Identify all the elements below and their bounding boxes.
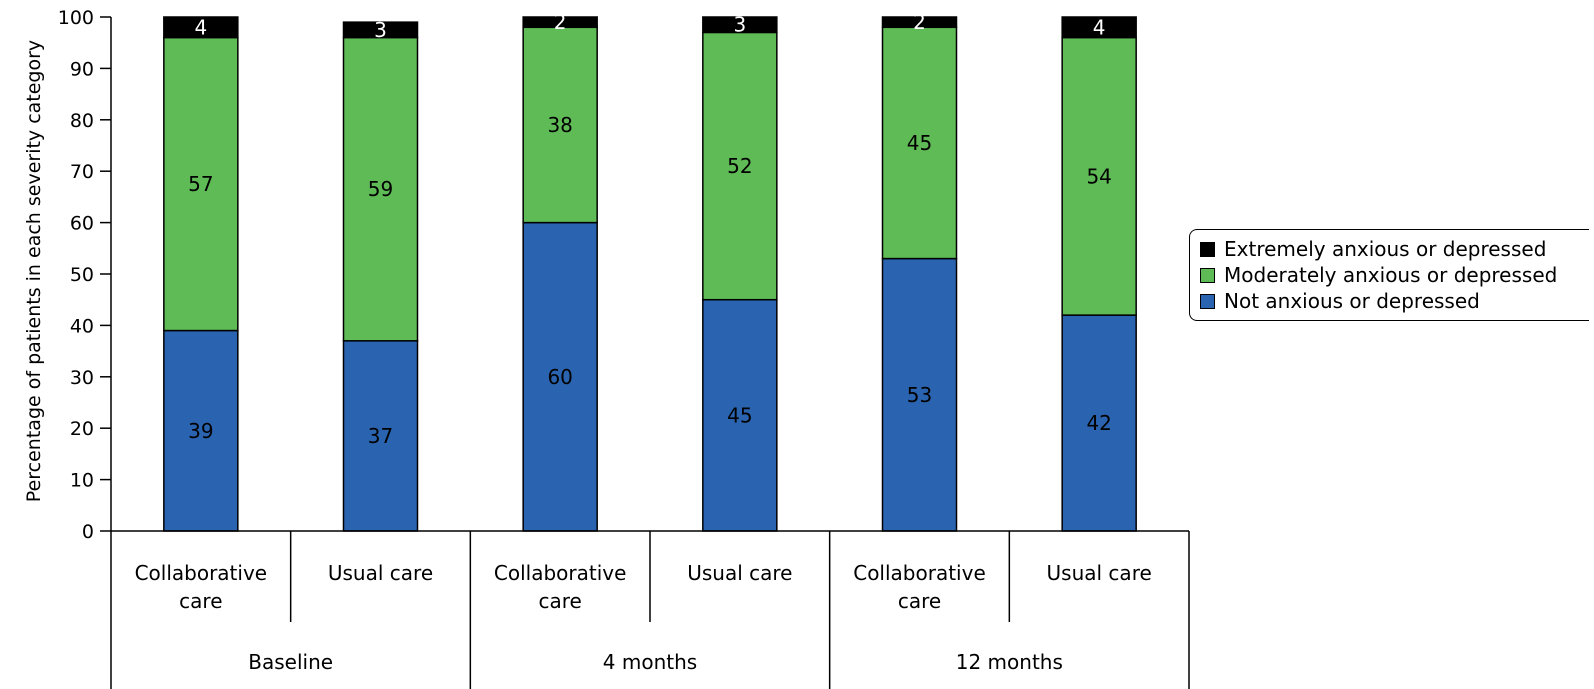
- x-category-label-5: Collaborative care: [853, 561, 986, 613]
- y-tick-label: 20: [70, 418, 94, 440]
- legend-swatch: [1200, 293, 1215, 309]
- y-tick-label: 70: [70, 161, 94, 183]
- y-tick-label: 80: [70, 110, 94, 132]
- x-category-label-4: Usual care: [687, 561, 792, 585]
- legend-item-not-anxious-or-depressed: Not anxious or depressed: [1200, 288, 1589, 314]
- x-group-label-baseline: Baseline: [248, 650, 333, 674]
- legend-swatch: [1200, 241, 1215, 257]
- x-category-label-1: Collaborative care: [135, 561, 268, 613]
- bar-segment-moderately-anxious-or-depressed-2: [342, 36, 419, 342]
- x-group-label-12-months: 12 months: [956, 650, 1063, 674]
- y-tick-label: 90: [70, 58, 94, 80]
- data-label-not-anxious-or-depressed-2: 37: [368, 424, 393, 448]
- bar-segment-extremely-anxious-or-depressed-2: [342, 21, 419, 39]
- y-tick-label: 0: [82, 521, 94, 543]
- y-tick-label: 30: [70, 367, 94, 389]
- data-label-moderately-anxious-or-depressed-6: 54: [1086, 164, 1111, 188]
- legend-label: Moderately anxious or depressed: [1224, 263, 1558, 287]
- data-label-moderately-anxious-or-depressed-4: 52: [727, 154, 752, 178]
- data-label-not-anxious-or-depressed-4: 45: [727, 403, 752, 427]
- data-label-moderately-anxious-or-depressed-1: 57: [188, 172, 213, 196]
- y-tick-label: 10: [70, 470, 94, 492]
- data-label-extremely-anxious-or-depressed-6: 4: [1093, 15, 1106, 39]
- data-label-moderately-anxious-or-depressed-3: 38: [547, 113, 572, 137]
- y-tick-label: 50: [70, 264, 94, 286]
- bars-layer: 39 57 4 37 59 3 60 38 2 45 52 3 53 45 2 42 54 4: [163, 10, 1137, 532]
- bar-segment-moderately-anxious-or-depressed-1: [163, 36, 239, 332]
- legend-swatch: [1200, 267, 1215, 283]
- x-category-label-3: Collaborative care: [494, 561, 627, 613]
- data-label-moderately-anxious-or-depressed-2: 59: [368, 177, 393, 201]
- legend-item-moderately-anxious-or-depressed: Moderately anxious or depressed: [1200, 262, 1589, 288]
- data-label-extremely-anxious-or-depressed-1: 4: [194, 15, 207, 39]
- data-label-extremely-anxious-or-depressed-2: 3: [374, 18, 387, 42]
- data-label-not-anxious-or-depressed-5: 53: [907, 383, 932, 407]
- bar-segment-moderately-anxious-or-depressed-6: [1061, 36, 1137, 316]
- bar-segment-extremely-anxious-or-depressed-3: [522, 16, 598, 29]
- legend: Extremely anxious or depressed Moderately…: [1189, 229, 1589, 321]
- bar-segment-not-anxious-or-depressed-1: [163, 329, 239, 532]
- legend-label: Not anxious or depressed: [1224, 289, 1480, 313]
- x-category-label-6: Usual care: [1047, 561, 1152, 585]
- data-label-moderately-anxious-or-depressed-5: 45: [907, 131, 932, 155]
- y-tick-label: 40: [70, 315, 94, 337]
- bar-segment-not-anxious-or-depressed-3: [522, 221, 598, 532]
- bar-segment-not-anxious-or-depressed-6: [1061, 314, 1137, 532]
- axes-layer: 0 10 20 30 40 50 60 70 80 90 100 Collaborative care U…: [58, 7, 1190, 689]
- bar-segment-moderately-anxious-or-depressed-4: [702, 31, 778, 301]
- bar-segment-extremely-anxious-or-depressed-1: [163, 16, 239, 39]
- bar-segment-moderately-anxious-or-depressed-3: [522, 26, 598, 224]
- bar-segment-extremely-anxious-or-depressed-5: [881, 16, 958, 29]
- bar-segment-extremely-anxious-or-depressed-4: [702, 16, 778, 34]
- data-label-not-anxious-or-depressed-3: 60: [547, 365, 572, 389]
- y-axis-label: Percentage of patients in each severity …: [23, 40, 45, 502]
- data-label-extremely-anxious-or-depressed-4: 3: [733, 13, 746, 37]
- y-tick-label: 60: [70, 213, 94, 235]
- y-tick-label: 100: [58, 7, 94, 29]
- legend-item-extremely-anxious-or-depressed: Extremely anxious or depressed: [1200, 236, 1589, 262]
- bar-segment-extremely-anxious-or-depressed-6: [1061, 16, 1137, 39]
- data-label-extremely-anxious-or-depressed-3: 2: [554, 10, 567, 34]
- legend-label: Extremely anxious or depressed: [1224, 237, 1547, 261]
- bar-segment-not-anxious-or-depressed-2: [342, 340, 419, 532]
- data-label-not-anxious-or-depressed-1: 39: [188, 419, 213, 443]
- bar-segment-moderately-anxious-or-depressed-5: [881, 26, 958, 260]
- x-group-label-4-months: 4 months: [603, 650, 697, 674]
- data-label-not-anxious-or-depressed-6: 42: [1086, 411, 1111, 435]
- data-label-extremely-anxious-or-depressed-5: 2: [913, 10, 926, 34]
- bar-segment-not-anxious-or-depressed-5: [881, 257, 958, 532]
- x-category-label-2: Usual care: [328, 561, 433, 585]
